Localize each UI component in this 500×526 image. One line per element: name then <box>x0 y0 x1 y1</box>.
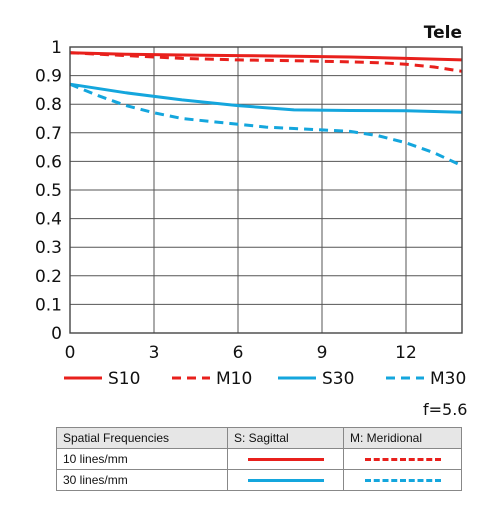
x-tick-label: 3 <box>149 343 160 363</box>
y-tick-label: 0.4 <box>35 210 62 230</box>
series-line-m10 <box>69 51 463 73</box>
aperture-label: f=5.6 <box>423 400 468 419</box>
plot-frame <box>69 46 463 334</box>
y-tick-label: 0 <box>51 324 62 344</box>
chart-title: Tele <box>424 23 462 43</box>
y-tick-label: 0.7 <box>35 124 62 144</box>
y-tick-label: 0.8 <box>35 95 62 115</box>
y-tick-label: 0.3 <box>35 238 62 258</box>
legend-label-m30: M30 <box>430 369 466 389</box>
table-row: 10 lines/mm <box>56 448 462 470</box>
series-line-s30 <box>69 82 463 114</box>
series-lines <box>69 51 463 168</box>
y-tick-label: 0.9 <box>35 67 62 87</box>
mtf-chart: Tele 0 3 6 9 12 0 0.1 0.2 0.3 0.4 0.5 0.6 0.7 0.8 0.9 1… <box>35 23 466 389</box>
y-tick-label: 1 <box>51 38 62 58</box>
row-label-10: 10 lines/mm <box>56 448 228 470</box>
x-tick-label: 0 <box>65 343 76 363</box>
y-tick-label: 0.6 <box>35 152 62 172</box>
row-label-30: 30 lines/mm <box>56 469 228 491</box>
swatch-s10 <box>227 448 344 470</box>
y-tick-label: 0.2 <box>35 267 62 287</box>
x-tick-label: 12 <box>395 343 417 363</box>
y-tick-label: 0.5 <box>35 181 62 201</box>
solid-blue-line <box>247 478 324 482</box>
header-sagittal: S: Sagittal <box>227 427 344 449</box>
tick-labels: 0 3 6 9 12 0 0.1 0.2 0.3 0.4 0.5 0.6 0.7 0.8 0.9 1 <box>35 38 417 363</box>
legend-label-s10: S10 <box>108 369 140 389</box>
swatch-m10 <box>343 448 462 470</box>
line-key-table: Spatial Frequencies S: Sagittal M: Merid… <box>56 427 462 491</box>
swatch-s30 <box>227 469 344 491</box>
dashed-blue-line <box>364 478 441 482</box>
legend-label-m10: M10 <box>216 369 252 389</box>
table-header-row: Spatial Frequencies S: Sagittal M: Merid… <box>56 427 462 449</box>
legend-label-s30: S30 <box>322 369 354 389</box>
series-line-m30 <box>69 82 463 168</box>
swatch-m30 <box>343 469 462 491</box>
x-tick-label: 9 <box>317 343 328 363</box>
solid-red-line <box>247 457 324 461</box>
legend: S10 M10 S30 M30 <box>64 369 466 389</box>
table-row: 30 lines/mm <box>56 469 462 491</box>
series-line-s10 <box>69 51 463 62</box>
y-tick-label: 0.1 <box>35 295 62 315</box>
header-meridional: M: Meridional <box>343 427 462 449</box>
x-tick-label: 6 <box>233 343 244 363</box>
dashed-red-line <box>364 457 441 461</box>
header-spatial-frequencies: Spatial Frequencies <box>56 427 228 449</box>
grid <box>69 46 462 334</box>
